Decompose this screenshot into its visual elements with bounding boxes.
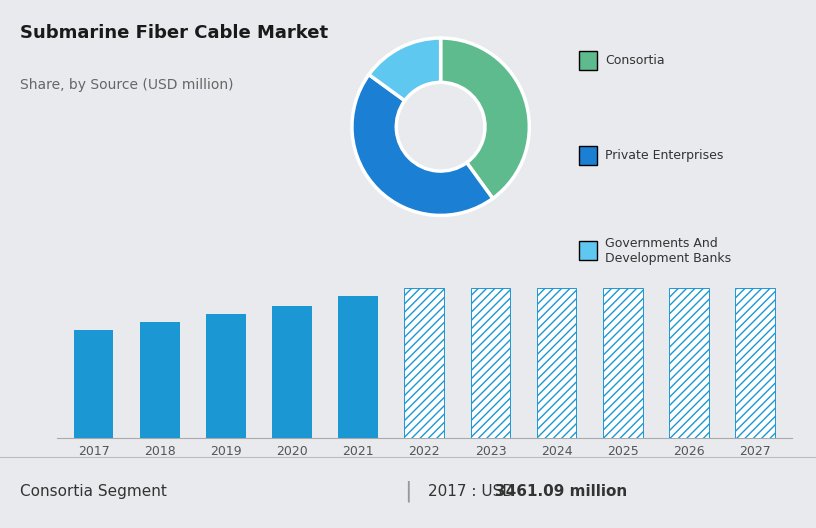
Text: 3461.09 million: 3461.09 million	[495, 484, 628, 498]
Text: |: |	[404, 480, 412, 502]
Bar	[339, 296, 378, 438]
Text: Submarine Fiber Cable Market: Submarine Fiber Cable Market	[20, 24, 329, 42]
Text: Consortia Segment: Consortia Segment	[20, 484, 167, 498]
Wedge shape	[441, 38, 530, 199]
Bar	[471, 288, 510, 438]
Bar	[73, 330, 113, 438]
Wedge shape	[369, 38, 441, 101]
Bar	[735, 288, 775, 438]
Bar	[206, 314, 246, 438]
Text: Consortia: Consortia	[605, 54, 665, 67]
Text: Governments And
Development Banks: Governments And Development Banks	[605, 237, 732, 265]
Text: Share, by Source (USD million): Share, by Source (USD million)	[20, 78, 234, 92]
Bar	[405, 288, 444, 438]
Text: Private Enterprises: Private Enterprises	[605, 149, 724, 162]
Bar	[537, 288, 576, 438]
Wedge shape	[352, 74, 493, 215]
Bar	[273, 306, 312, 438]
Bar	[140, 323, 180, 438]
Bar	[669, 288, 709, 438]
Bar	[603, 288, 643, 438]
Text: 2017 : USD: 2017 : USD	[428, 484, 520, 498]
